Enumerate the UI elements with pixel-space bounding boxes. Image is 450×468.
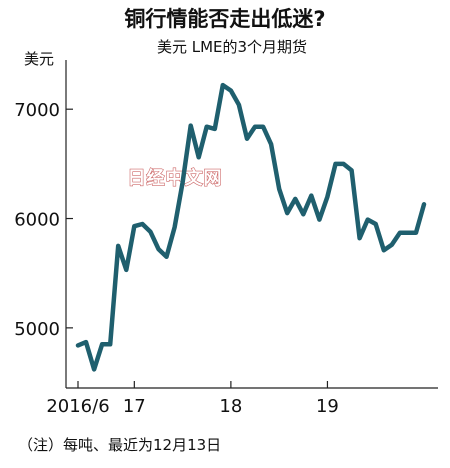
x-tick-label: 2016/6: [46, 396, 109, 417]
x-tick-label: 17: [123, 396, 146, 417]
y-tick-label: 5000: [14, 319, 60, 340]
series-line-copper-price: [75, 82, 427, 372]
x-axis-ticks: 2016/6 17 18 19: [46, 381, 339, 417]
chart-title: 铜行情能否走出低迷?: [124, 7, 325, 31]
y-tick-label: 7000: [14, 100, 60, 121]
x-tick-label: 18: [219, 396, 242, 417]
chart-subtitle: 美元 LME的3个月期货: [157, 38, 307, 56]
y-axis-ticks: 5000 6000 7000: [14, 100, 73, 340]
chart-axes: [65, 60, 438, 389]
y-axis-unit-label: 美元: [24, 50, 54, 68]
footnote: （注）每吨、最近为12月13日: [18, 436, 221, 454]
x-tick-label: 19: [316, 396, 339, 417]
series-layer: [75, 82, 427, 372]
watermark-logo: 日经中文网: [128, 167, 223, 189]
y-tick-label: 6000: [14, 210, 60, 231]
